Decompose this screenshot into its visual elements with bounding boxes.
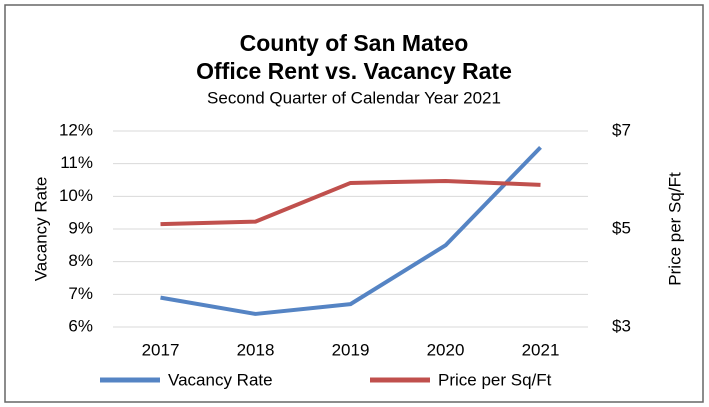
x-tick-label: 2018 (237, 340, 275, 359)
y-axis-label: Vacancy Rate (31, 177, 50, 282)
chart-title: County of San Mateo (240, 30, 469, 56)
legend-label: Vacancy Rate (168, 370, 273, 389)
y-tick-label: 6% (68, 316, 93, 335)
chart-border (4, 4, 704, 403)
y-tick-label: 10% (59, 186, 93, 205)
chart-subtitle: Second Quarter of Calendar Year 2021 (207, 88, 501, 107)
line-series (160, 178, 541, 227)
y2-tick-label: $7 (612, 120, 631, 139)
y-tick-label: 9% (68, 218, 93, 237)
line-series (160, 145, 542, 316)
y-tick-label: 7% (68, 284, 93, 303)
y2-tick-label: $3 (612, 316, 631, 335)
y2-axis-label: Price per Sq/Ft (665, 172, 684, 286)
x-tick-label: 2019 (332, 340, 370, 359)
x-tick-label: 2017 (142, 340, 180, 359)
y-tick-label: 12% (59, 120, 93, 139)
chart-subtitle: Office Rent vs. Vacancy Rate (196, 58, 512, 84)
legend-label: Price per Sq/Ft (438, 370, 552, 389)
x-tick-label: 2020 (427, 340, 465, 359)
y-tick-label: 11% (60, 153, 93, 172)
y-tick-label: 8% (68, 251, 93, 270)
x-tick-label: 2021 (522, 340, 560, 359)
y2-tick-label: $5 (612, 218, 631, 237)
